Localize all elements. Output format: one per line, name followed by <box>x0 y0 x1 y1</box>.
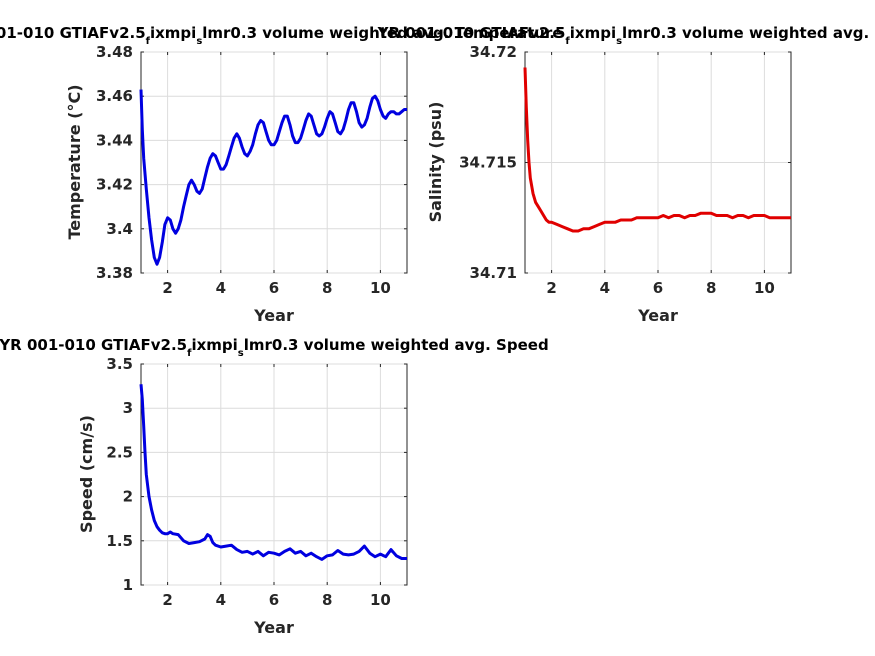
y-tick-label: 34.71 <box>470 264 517 282</box>
x-tick-label: 6 <box>269 591 279 609</box>
temperature-chart: 2 4 6 8 10 3.38 3.4 3.42 3.44 3.46 3.48 001-010 GT… <box>0 24 563 325</box>
salinity-x-axis-label: Year <box>637 306 678 325</box>
speed-series-line <box>139 384 407 561</box>
y-tick-label: 3 <box>123 399 133 417</box>
x-tick-label: 6 <box>269 279 279 297</box>
y-tick-label: 3.38 <box>96 264 133 282</box>
y-tick-label: 3.48 <box>96 43 133 61</box>
y-tick-label: 2.5 <box>106 443 133 461</box>
x-tick-label: 10 <box>370 591 391 609</box>
x-tick-label: 2 <box>162 591 172 609</box>
y-tick-label: 2 <box>123 488 133 506</box>
y-tick-label: 3.46 <box>96 87 133 105</box>
x-tick-label: 8 <box>322 279 332 297</box>
temperature-y-axis-label: Temperature (°C) <box>65 84 84 239</box>
temperature-series-line <box>139 89 407 266</box>
y-tick-label: 3.42 <box>96 176 133 194</box>
temperature-chart-title: 001-010 GTIAFv2.5fixmpislmr0.3 volume we… <box>0 24 563 47</box>
x-tick-label: 10 <box>370 279 391 297</box>
y-tick-label: 3.44 <box>96 131 133 149</box>
temperature-x-axis-label: Year <box>253 306 294 325</box>
x-tick-label: 4 <box>600 279 610 297</box>
speed-chart-title: YR 001-010 GTIAFv2.5fixmpislmr0.3 volume… <box>0 336 549 359</box>
y-tick-label: 3.5 <box>106 355 133 373</box>
salinity-y-axis-label: Salinity (psu) <box>426 102 445 223</box>
speed-y-axis-label: Speed (cm/s) <box>77 415 96 533</box>
x-tick-label: 2 <box>546 279 556 297</box>
x-tick-label: 8 <box>706 279 716 297</box>
y-tick-label: 34.715 <box>459 154 517 172</box>
y-tick-label: 3.4 <box>106 220 133 238</box>
speed-x-axis-label: Year <box>253 618 294 637</box>
y-tick-label: 1.5 <box>106 532 133 550</box>
x-tick-label: 6 <box>653 279 663 297</box>
salinity-chart-title: YR 001-010 GTIAFv2.5fixmpislmr0.3 volume… <box>377 24 875 47</box>
x-tick-label: 4 <box>216 279 226 297</box>
x-tick-label: 8 <box>322 591 332 609</box>
salinity-chart: 2 4 6 8 10 34.71 34.715 34.72 YR 001-010 GTIAFv… <box>377 24 875 325</box>
x-tick-label: 4 <box>216 591 226 609</box>
salinity-series-line <box>523 67 791 233</box>
y-tick-label: 34.72 <box>470 43 517 61</box>
x-tick-label: 2 <box>162 279 172 297</box>
x-tick-label: 10 <box>754 279 775 297</box>
speed-chart: 2 4 6 8 10 1 1.5 2 2.5 3 3.5 YR 001-010 GTIAFv2.5f… <box>0 336 549 637</box>
y-tick-label: 1 <box>123 576 133 594</box>
